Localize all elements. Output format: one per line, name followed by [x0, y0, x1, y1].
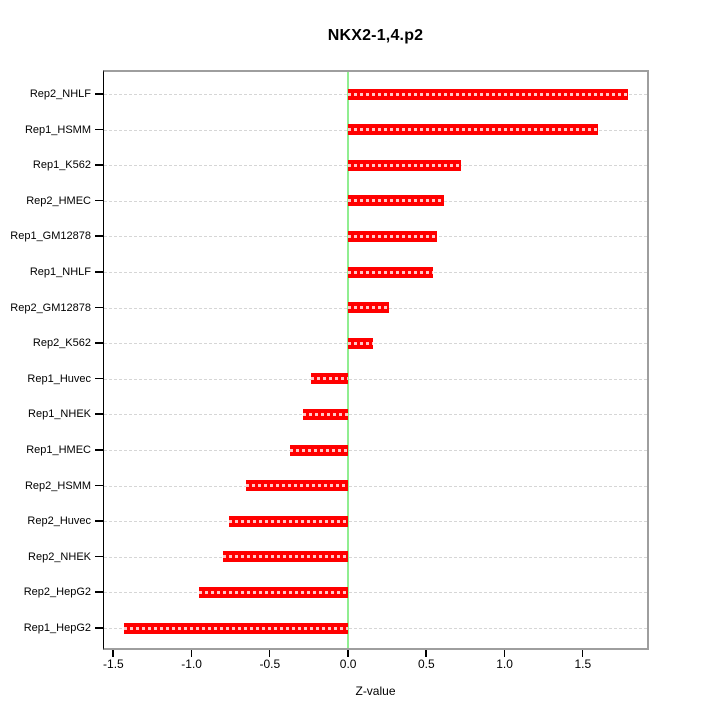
y-axis-label: Rep1_HMEC: [26, 444, 91, 456]
x-axis-tick: [425, 650, 427, 657]
bar-dash-pattern: [246, 484, 349, 488]
y-axis-label: Rep1_GM12878: [10, 230, 91, 243]
y-axis-label: Rep2_NHLF: [29, 88, 91, 100]
gridline: [104, 343, 647, 345]
y-axis-label: Rep1_NHEK: [28, 408, 91, 421]
y-axis-label: Rep2_GM12878: [10, 301, 91, 314]
bar: [348, 302, 389, 314]
bar-dash-pattern: [348, 270, 433, 274]
gridline: [104, 378, 647, 380]
bar: [246, 480, 349, 492]
x-axis-tick: [190, 650, 193, 657]
y-axis-label: Rep2_K562: [32, 337, 91, 350]
x-axis-tick-label: 0.5: [418, 657, 435, 671]
bar: [348, 195, 444, 207]
bar: [290, 444, 349, 456]
x-axis-tick: [581, 650, 584, 657]
x-axis-title: Z-value: [355, 684, 396, 698]
bar-dash-pattern: [290, 448, 349, 452]
y-axis-label: Rep1_NHLF: [29, 266, 91, 278]
gridline: [104, 450, 647, 451]
gridline: [104, 556, 647, 558]
bar: [229, 515, 349, 527]
gridline: [104, 485, 647, 487]
x-axis-tick-label: -0.5: [259, 657, 281, 671]
bar: [348, 124, 599, 136]
y-axis-label: Rep1_HSMM: [24, 123, 91, 136]
bar: [348, 266, 433, 278]
y-axis-label: Rep2_HSMM: [24, 479, 91, 492]
x-axis-tick: [268, 650, 271, 657]
bar-dash-pattern: [229, 519, 349, 523]
zero-reference-line: [347, 72, 350, 648]
plot-area: [103, 70, 649, 650]
chart-title: NKX2-1,4.p2: [327, 27, 424, 44]
bar-dash-pattern: [348, 234, 438, 238]
bar: [310, 373, 349, 385]
x-axis-tick-label: 1.5: [574, 657, 592, 671]
y-axis-label: Rep1_HepG2: [23, 622, 91, 634]
y-axis-label: Rep2_Huvec: [27, 515, 91, 528]
x-axis-tick: [347, 650, 349, 657]
x-axis-tick-label: 1.0: [496, 657, 513, 671]
bar: [348, 88, 629, 100]
bar-dash-pattern: [348, 128, 599, 132]
bar-dash-pattern: [222, 555, 349, 559]
gridline: [104, 414, 647, 416]
y-axis-label: Rep2_HepG2: [23, 586, 91, 599]
y-axis-label: Rep1_Huvec: [27, 372, 91, 385]
x-axis-tick-label: -1.0: [181, 657, 202, 671]
x-axis-tick: [112, 650, 114, 657]
bar: [222, 551, 349, 563]
bar: [302, 408, 349, 420]
gridline: [104, 628, 647, 629]
y-axis-label: Rep2_NHEK: [28, 550, 91, 563]
x-axis-tick-label: 0.0: [339, 657, 357, 671]
gridline: [104, 521, 647, 523]
bar-dash-pattern: [199, 590, 349, 594]
bar: [348, 230, 438, 242]
bar: [348, 159, 461, 171]
bar: [124, 622, 349, 634]
bar-dash-pattern: [348, 163, 461, 167]
bar: [199, 586, 349, 598]
bar-dash-pattern: [302, 412, 349, 416]
bar-dash-pattern: [348, 341, 374, 345]
y-axis-label: Rep1_K562: [32, 159, 91, 172]
bar-dash-pattern: [348, 306, 389, 310]
bar-dash-pattern: [348, 199, 444, 203]
bar-dash-pattern: [310, 377, 349, 381]
y-axis-label: Rep2_HMEC: [26, 194, 91, 207]
bar-dash-pattern: [124, 626, 349, 630]
x-axis-tick: [503, 650, 506, 657]
bar: [348, 337, 374, 349]
gridline: [104, 592, 647, 594]
x-axis-tick-label: -1.5: [103, 657, 124, 671]
bar-dash-pattern: [348, 92, 629, 96]
